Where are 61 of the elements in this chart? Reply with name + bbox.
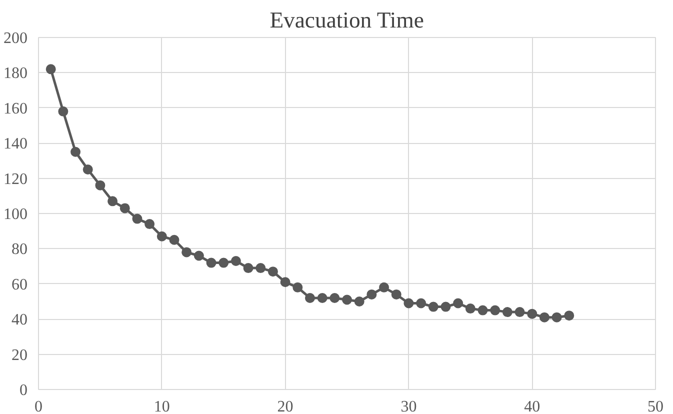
- y-tick-label: 140: [4, 136, 28, 153]
- point: [330, 292, 340, 303]
- point: [453, 298, 464, 308]
- y-tick-label: 100: [4, 206, 28, 223]
- y-tick-label: 160: [4, 100, 28, 118]
- x-tick-label: 0: [34, 398, 42, 414]
- point: [552, 312, 562, 322]
- y-tick-label: 20: [12, 346, 28, 364]
- point: [82, 164, 93, 174]
- point: [428, 302, 438, 312]
- x-tick-label: 30: [400, 398, 417, 414]
- point: [379, 282, 390, 292]
- point: [539, 312, 550, 322]
- x-tick-label: 10: [154, 398, 170, 414]
- point: [58, 106, 68, 116]
- point: [478, 305, 488, 316]
- point: [391, 289, 402, 300]
- point: [490, 305, 500, 316]
- point: [156, 231, 167, 242]
- point: [292, 282, 303, 292]
- y-tick-label: 180: [4, 65, 28, 82]
- point: [527, 308, 538, 319]
- x-tick-label: 50: [648, 398, 664, 414]
- point: [342, 294, 352, 305]
- point: [366, 289, 377, 300]
- y-tick-label: 40: [12, 312, 28, 329]
- point: [194, 250, 204, 261]
- point: [70, 146, 81, 157]
- point: [404, 298, 414, 308]
- y-tick-label: 80: [12, 241, 28, 258]
- y-tick-label: 120: [4, 170, 28, 188]
- x-tick-label: 20: [277, 398, 294, 414]
- point: [182, 247, 192, 258]
- point: [354, 296, 364, 306]
- y-tick-label: 0: [20, 382, 28, 399]
- point: [108, 196, 118, 206]
- point: [502, 307, 512, 318]
- point: [144, 219, 155, 230]
- point: [280, 277, 290, 288]
- point: [120, 203, 130, 214]
- point: [95, 180, 106, 190]
- y-tick-label: 200: [4, 30, 28, 47]
- point: [206, 258, 216, 268]
- point: [243, 263, 254, 274]
- point: [416, 298, 426, 308]
- point: [169, 234, 180, 245]
- chart-title: Evacuation Time: [270, 8, 424, 32]
- point: [256, 263, 266, 274]
- x-tick-label: 40: [524, 398, 540, 414]
- point: [218, 258, 229, 268]
- point: [46, 64, 56, 74]
- point: [440, 302, 451, 312]
- point: [230, 256, 241, 266]
- point: [514, 307, 525, 318]
- point: [317, 292, 328, 303]
- point: [465, 304, 476, 314]
- point: [304, 292, 315, 303]
- y-tick-label: 60: [12, 276, 28, 294]
- point: [268, 266, 278, 277]
- point: [132, 214, 142, 224]
- point: [564, 310, 574, 321]
